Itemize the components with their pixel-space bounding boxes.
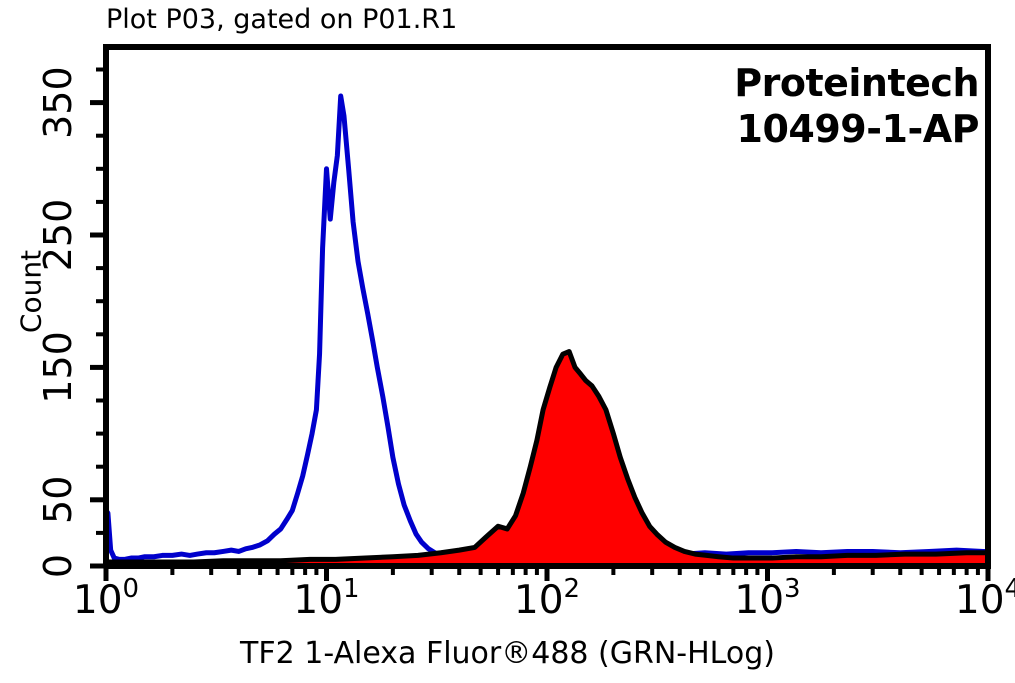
y-axis-tick-labels: 0 50 150 250 350 [36,66,80,578]
svg-text:100: 100 [73,574,139,623]
sample-histogram-line [103,349,991,565]
y-axis-title: Count [14,249,48,334]
svg-text:102: 102 [514,574,580,623]
y-axis-ticks [90,67,106,569]
x-axis-title: TF2 1-Alexa Fluor®488 (GRN-HLog) [240,636,775,671]
svg-text:50: 50 [36,476,80,524]
svg-text:250: 250 [36,199,80,272]
page-title: Plot P03, gated on P01.R1 [106,4,458,35]
svg-text:104: 104 [955,574,1015,623]
watermark-catalog-number: 10499-1-AP [736,107,980,152]
svg-text:150: 150 [36,331,80,404]
sample-histogram-fill [106,351,988,566]
svg-text:0: 0 [36,554,80,578]
x-axis-tick-labels: 100 101 102 103 104 [73,574,1015,623]
series-sample-group [103,349,991,566]
watermark-brand: Proteintech [734,61,979,105]
watermark-annotation: Proteintech 10499-1-AP [734,60,979,153]
svg-text:350: 350 [36,66,80,139]
svg-text:101: 101 [293,574,359,623]
svg-text:103: 103 [734,574,800,623]
x-axis-ticks [103,566,991,581]
